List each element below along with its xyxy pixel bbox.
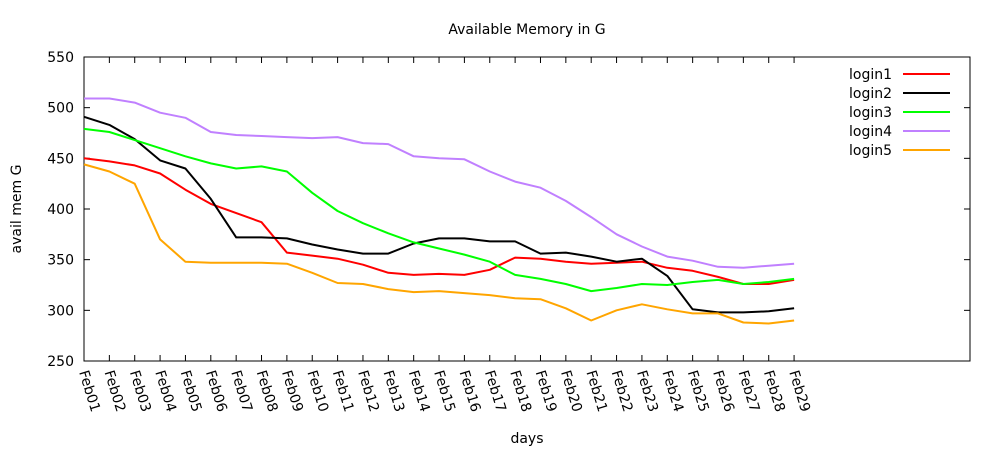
x-tick-label: Feb22 [608, 368, 636, 413]
x-tick-label: Feb10 [303, 368, 331, 413]
series-line-login3 [83, 127, 795, 293]
series-line-login5 [83, 163, 795, 325]
x-tick-label: Feb16 [456, 368, 484, 414]
x-tick-label: Feb29 [785, 368, 813, 413]
x-tick-label: Feb28 [760, 368, 788, 413]
legend: login1 login2 login3 login4 login5 [849, 67, 950, 159]
series-line-login2 [83, 115, 795, 314]
x-tick-label: Feb17 [481, 368, 509, 413]
x-tick-label: Feb21 [582, 368, 610, 413]
x-tick-label: Feb13 [379, 368, 407, 413]
x-tick-label: Feb07 [227, 368, 255, 413]
y-tick-label: 300 [47, 303, 74, 319]
x-tick-label: Feb12 [354, 368, 382, 413]
x-tick-label: Feb19 [532, 368, 560, 413]
legend-label-login3: login3 [849, 105, 892, 121]
x-tick-label: Feb08 [253, 368, 281, 413]
y-tick-label: 400 [47, 202, 74, 218]
x-tick-label: Feb11 [329, 368, 357, 413]
legend-label-login4: login4 [849, 124, 892, 140]
x-tick-label: Feb04 [151, 368, 179, 414]
legend-label-login2: login2 [849, 86, 892, 102]
x-tick-label: Feb01 [75, 368, 103, 413]
series-line-login1 [83, 157, 795, 285]
y-tick-label: 450 [47, 151, 74, 167]
legend-label-login1: login1 [849, 67, 892, 83]
x-tick-label: Feb26 [709, 368, 737, 414]
y-tick-label: 550 [47, 50, 74, 66]
y-tick-label: 500 [47, 101, 74, 117]
legend-label-login5: login5 [849, 143, 892, 159]
x-tick-label: Feb14 [405, 368, 433, 414]
chart-title: Available Memory in G [448, 22, 605, 38]
x-tick-label: Feb06 [202, 368, 230, 414]
x-tick-label: Feb18 [506, 368, 534, 413]
y-tick-label: 350 [47, 253, 74, 269]
x-tick-label: Feb24 [658, 368, 686, 414]
x-tick-label: Feb23 [633, 368, 661, 413]
y-axis-title: avail mem G [9, 165, 25, 254]
x-tick-label: Feb05 [177, 368, 205, 413]
series-line-login4 [84, 97, 795, 269]
series-lines [83, 97, 795, 325]
x-axis-title: days [510, 431, 543, 447]
x-tick-label: Feb25 [684, 368, 712, 413]
x-tick-label: Feb09 [278, 368, 306, 413]
x-axis: Feb01Feb02Feb03Feb04Feb05Feb06Feb07Feb08… [75, 57, 813, 414]
y-axis: 250 300 350 400 450 500 550 [47, 50, 970, 370]
x-tick-label: Feb15 [430, 368, 458, 413]
y-tick-label: 250 [47, 354, 74, 370]
x-tick-label: Feb20 [557, 368, 585, 413]
x-tick-label: Feb03 [126, 368, 154, 413]
x-tick-label: Feb27 [735, 368, 763, 413]
x-tick-label: Feb02 [101, 368, 129, 413]
